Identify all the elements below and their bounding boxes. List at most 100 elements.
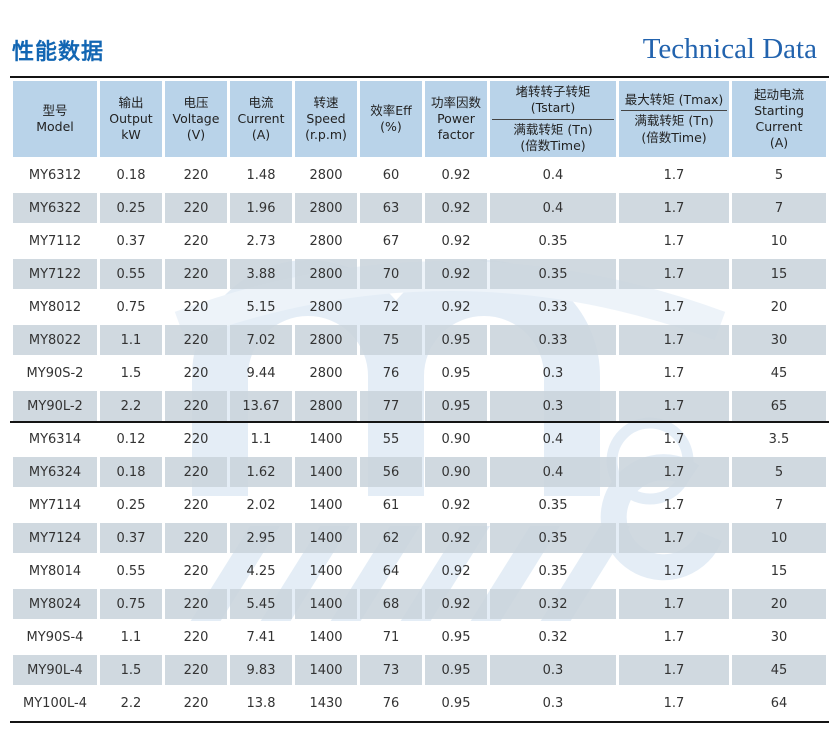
header-line: Voltage: [172, 110, 220, 126]
value-cell: 0.33: [538, 299, 568, 315]
value-cell: 1400: [295, 655, 357, 685]
value-cell: 2800: [309, 299, 343, 315]
table-row: MY8014 0.55 220 4.25 1400 64 0.92 0.35 1.7 15: [13, 556, 826, 586]
value-cell: 0.95: [441, 365, 471, 381]
value-cell: 2.2: [120, 695, 142, 711]
header-line: Starting: [754, 102, 804, 118]
value-cell: 0.90: [425, 457, 487, 487]
value-cell: 13.67: [230, 391, 292, 421]
value-cell: 2800: [309, 233, 343, 249]
model-cell: MY6312: [28, 167, 82, 183]
value-cell: 76: [382, 365, 400, 381]
table-row: MY100L-4 2.2 220 13.8 1430 76 0.95 0.3 1.7 64: [13, 688, 826, 718]
value-cell: 1.7: [619, 325, 729, 355]
value-cell: 1.7: [663, 299, 685, 315]
value-cell: 220: [183, 629, 209, 645]
value-cell: 2800: [295, 259, 357, 289]
column-header-6: 功率因数 Power factor: [425, 81, 487, 157]
value-cell: 220: [183, 233, 209, 249]
value-cell: 64: [770, 695, 788, 711]
value-cell: 1.7: [619, 193, 729, 223]
value-cell: 3.88: [230, 259, 292, 289]
value-cell: 220: [183, 167, 209, 183]
header-line: (r.p.m): [305, 127, 347, 143]
value-cell: 5: [774, 167, 784, 183]
header-line: 起动电流: [753, 86, 804, 102]
value-cell: 2.02: [246, 497, 276, 513]
value-cell: 0.25: [100, 193, 162, 223]
value-cell: 1.48: [246, 167, 276, 183]
header-line: 转速: [313, 94, 339, 110]
value-cell: 1.7: [663, 233, 685, 249]
value-cell: 7: [774, 497, 784, 513]
model-cell: MY90S-2: [26, 365, 84, 381]
value-cell: 1430: [309, 695, 343, 711]
model-cell: MY90L-4: [13, 655, 97, 685]
model-cell: MY8012: [28, 299, 82, 315]
table-header-row: 型号 Model 输出 Output kW 电压 Voltage (V) 电流 Current (A…: [13, 81, 826, 157]
header-line: 电压: [183, 94, 209, 110]
value-cell: 1.7: [619, 523, 729, 553]
table-row: MY90L-4 1.5 220 9.83 1400 73 0.95 0.3 1.7 45: [13, 655, 826, 685]
model-cell: MY8024: [13, 589, 97, 619]
fraction-denominator: 满载转矩 (Tn): [634, 113, 714, 129]
value-cell: 3.5: [729, 421, 829, 454]
value-cell: 30: [732, 325, 826, 355]
value-cell: 15: [770, 563, 788, 579]
value-cell: 1.7: [619, 391, 729, 421]
value-cell: 2800: [295, 193, 357, 223]
value-cell: 0.95: [425, 325, 487, 355]
column-header-4: 转速 Speed (r.p.m): [295, 81, 357, 157]
model-cell: MY6322: [13, 193, 97, 223]
value-cell: 13.8: [246, 695, 276, 711]
value-cell: 1.7: [619, 457, 729, 487]
value-cell: 2.73: [246, 233, 276, 249]
model-cell: MY7124: [13, 523, 97, 553]
value-cell: 67: [382, 233, 400, 249]
header-line: 功率因数: [430, 94, 481, 110]
value-cell: 64: [382, 563, 400, 579]
model-cell: MY7114: [28, 497, 82, 513]
value-cell: 0.12: [97, 421, 165, 454]
value-cell: 1400: [295, 457, 357, 487]
value-cell: 1.7: [616, 421, 732, 454]
value-cell: 0.55: [100, 259, 162, 289]
header-line: (V): [186, 127, 206, 143]
column-header-1: 输出 Output kW: [100, 81, 162, 157]
value-cell: 0.4: [490, 193, 616, 223]
value-cell: 0.37: [116, 233, 146, 249]
value-cell: 5: [732, 457, 826, 487]
value-cell: 30: [770, 629, 788, 645]
value-cell: 5.45: [230, 589, 292, 619]
value-cell: 1.7: [663, 695, 685, 711]
header-line: factor: [437, 127, 475, 143]
page-title-english: Technical Data: [642, 33, 817, 65]
value-cell: 5.15: [246, 299, 276, 315]
value-cell: 7.02: [230, 325, 292, 355]
value-cell: 68: [360, 589, 422, 619]
value-cell: 0.35: [538, 563, 568, 579]
technical-data-table: 型号 Model 输出 Output kW 电压 Voltage (V) 电流 Current (A…: [10, 76, 829, 723]
value-cell: 220: [162, 421, 230, 454]
value-cell: 0.95: [441, 629, 471, 645]
value-cell: 1.7: [619, 259, 729, 289]
value-cell: 45: [732, 655, 826, 685]
value-cell: 71: [382, 629, 400, 645]
value-cell: 0.35: [490, 259, 616, 289]
header-line: (A): [769, 135, 789, 151]
column-header-2: 电压 Voltage (V): [165, 81, 227, 157]
value-cell: 45: [770, 365, 788, 381]
value-cell: 4.25: [246, 563, 276, 579]
value-cell: 220: [183, 497, 209, 513]
value-cell: 1.5: [120, 365, 142, 381]
model-cell: MY6324: [13, 457, 97, 487]
value-cell: 63: [360, 193, 422, 223]
value-cell: 2800: [309, 365, 343, 381]
value-cell: 0.37: [100, 523, 162, 553]
fraction-denominator: 满载转矩 (Tn): [513, 121, 593, 137]
value-cell: 10: [770, 233, 788, 249]
header-line: (%): [380, 119, 402, 134]
model-cell: MY90L-2: [13, 391, 97, 421]
header-line: (A): [251, 127, 271, 143]
table-row: MY6314 0.12 220 1.1 1400 55 0.90 0.4 1.7 3.5: [10, 421, 829, 454]
